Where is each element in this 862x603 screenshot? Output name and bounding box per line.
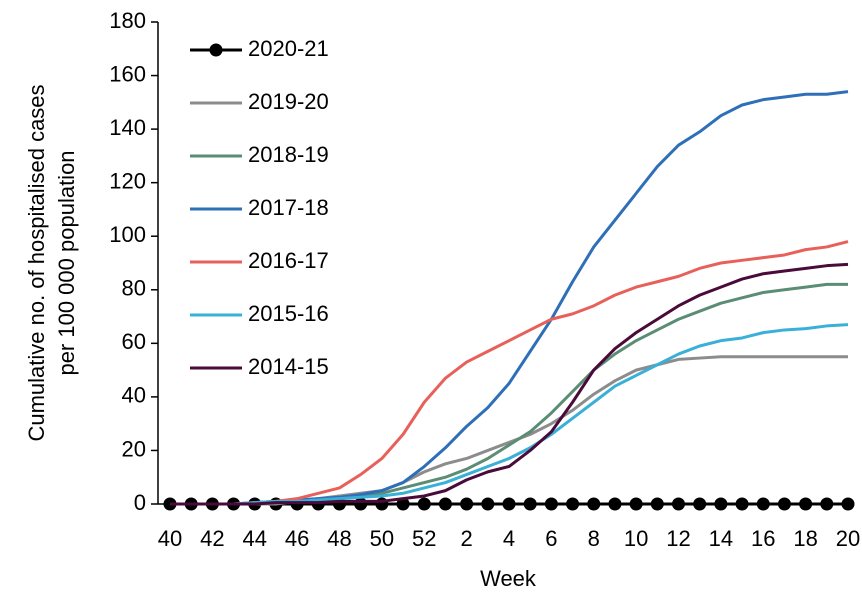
x-tick-label: 20 (836, 526, 860, 551)
y-axis-title: Cumulative no. of hospitalised cases (24, 84, 49, 441)
data-point (672, 497, 685, 511)
series-line (170, 323, 849, 506)
y-axis-title: per 100 000 population (54, 150, 79, 375)
data-point (417, 497, 431, 511)
legend-label: 2015-16 (248, 301, 329, 326)
x-tick-label: 16 (751, 526, 775, 551)
data-point (693, 497, 707, 511)
x-tick-label: 18 (793, 526, 817, 551)
x-tick-label: 8 (588, 526, 600, 551)
series-line (170, 262, 849, 506)
y-tick-label: 180 (109, 8, 146, 33)
y-tick-label: 40 (122, 383, 146, 408)
legend-label: 2018-19 (248, 142, 329, 167)
data-point (460, 497, 474, 511)
x-tick-label: 6 (545, 526, 557, 551)
data-point (777, 497, 791, 511)
data-point (438, 497, 452, 511)
y-tick-label: 120 (109, 168, 146, 193)
y-tick-label: 20 (122, 436, 146, 461)
data-point (799, 497, 813, 511)
legend-label: 2016-17 (248, 248, 329, 273)
y-tick-label: 60 (122, 329, 146, 354)
x-tick-label: 42 (200, 526, 224, 551)
data-point (841, 497, 855, 511)
x-tick-label: 2 (461, 526, 473, 551)
x-tick-label: 14 (709, 526, 733, 551)
x-tick-label: 40 (158, 526, 182, 551)
legend-label: 2017-18 (248, 195, 329, 220)
data-point (481, 497, 495, 511)
x-tick-label: 52 (412, 526, 436, 551)
data-point (396, 497, 410, 511)
data-point (608, 497, 622, 511)
data-point (735, 497, 749, 511)
data-point (714, 497, 728, 511)
legend-label: 2014-15 (248, 354, 329, 379)
legend-label: 2019-20 (248, 89, 329, 114)
x-axis-title: Week (480, 566, 537, 591)
y-tick-label: 0 (134, 490, 146, 515)
data-point (566, 497, 580, 511)
x-tick-label: 10 (624, 526, 648, 551)
data-point (629, 497, 643, 511)
x-tick-label: 4 (503, 526, 515, 551)
x-tick-label: 46 (285, 526, 309, 551)
legend-label: 2020-21 (248, 36, 329, 61)
data-point (544, 497, 558, 511)
data-point (756, 497, 770, 511)
data-point (523, 497, 537, 511)
data-point (587, 497, 601, 511)
x-tick-label: 44 (243, 526, 267, 551)
x-tick-label: 12 (666, 526, 690, 551)
x-tick-label: 48 (327, 526, 351, 551)
x-tick-label: 50 (370, 526, 394, 551)
data-point (650, 497, 664, 511)
y-tick-label: 160 (109, 61, 146, 86)
series-line (170, 355, 848, 506)
data-point (354, 497, 368, 511)
legend-marker (209, 43, 223, 57)
y-tick-label: 140 (109, 115, 146, 140)
data-point (820, 497, 834, 511)
y-tick-label: 100 (109, 222, 146, 247)
data-point (502, 497, 516, 511)
y-tick-label: 80 (122, 276, 146, 301)
